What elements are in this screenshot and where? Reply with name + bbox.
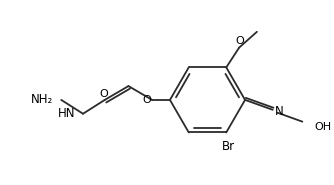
- Text: O: O: [236, 36, 244, 46]
- Text: O: O: [143, 95, 152, 105]
- Text: Br: Br: [222, 140, 235, 153]
- Text: HN: HN: [57, 107, 75, 120]
- Text: N: N: [275, 105, 284, 118]
- Text: NH₂: NH₂: [31, 93, 53, 106]
- Text: O: O: [99, 89, 108, 99]
- Text: OH: OH: [314, 122, 331, 132]
